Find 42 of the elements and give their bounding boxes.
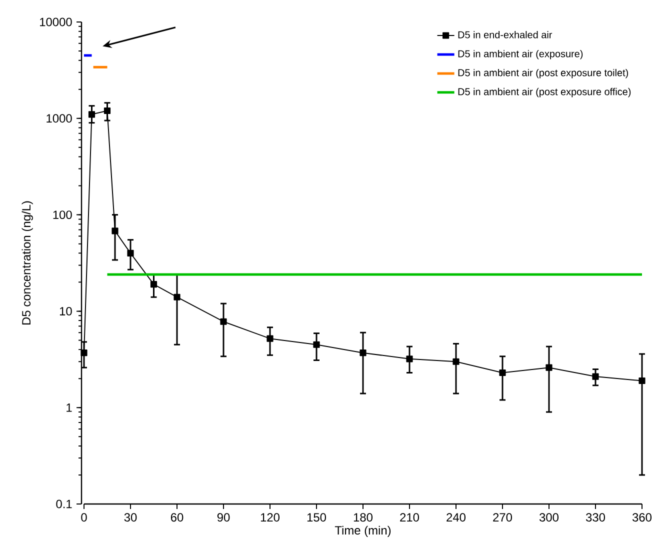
point <box>546 364 552 371</box>
point <box>406 356 413 362</box>
x-tick-label: 210 <box>400 513 420 522</box>
x-tick-label: 0 <box>81 513 87 522</box>
x-tick-label: 240 <box>446 513 466 522</box>
point <box>80 350 88 356</box>
x-tick-label: 180 <box>354 513 373 522</box>
y-tick-label: 0.1 <box>56 500 72 508</box>
x-tick-label: 330 <box>586 513 606 522</box>
point <box>104 107 111 114</box>
legend-label: D5 in ambient air (exposure) <box>458 50 583 60</box>
x-tick-label: 270 <box>493 513 512 522</box>
x-tick-label: 60 <box>170 513 184 522</box>
legend-label: D5 in ambient air (post exposure office) <box>458 88 631 98</box>
x-axis-title: Time (min) <box>334 526 391 537</box>
point <box>592 373 599 380</box>
x-tick-label: 300 <box>539 513 559 522</box>
legend-label: D5 in end-exhaled air <box>458 31 552 38</box>
point <box>360 350 366 356</box>
point <box>127 250 134 256</box>
y-tick-label: 10000 <box>40 18 72 26</box>
y-axis-title: D5 concentration (ng/L) <box>22 201 33 324</box>
x-tick-label: 30 <box>124 513 137 522</box>
y-tick-label: 1 <box>66 403 72 412</box>
point <box>452 358 460 365</box>
point <box>313 341 320 348</box>
y-tick-label: 10 <box>60 306 72 316</box>
x-tick-label: 120 <box>260 513 280 522</box>
x-tick-label: 360 <box>632 513 652 522</box>
x-tick-label: 150 <box>307 513 326 522</box>
y-tick-label: 100 <box>53 210 72 220</box>
point <box>150 281 158 288</box>
point <box>112 228 118 234</box>
point <box>499 369 506 376</box>
point <box>266 335 274 342</box>
point <box>174 294 180 300</box>
point <box>638 377 646 384</box>
y-tick-label: 1000 <box>46 114 72 123</box>
x-tick-label: 90 <box>217 513 230 522</box>
point <box>88 111 96 118</box>
point <box>220 318 227 325</box>
legend-label: D5 in ambient air (post exposure toilet) <box>458 68 628 78</box>
